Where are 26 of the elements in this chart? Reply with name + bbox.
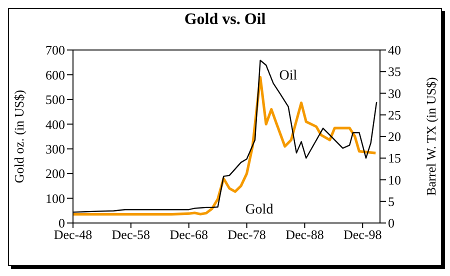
y2-tick-label: 5 [388,194,394,209]
x-tick-label: Dec-68 [170,227,208,242]
y2-tick-label: 20 [388,129,401,144]
y2-tick-label: 35 [388,64,401,80]
x-tick-label: Dec-88 [286,227,324,242]
series-label: Oil [279,68,298,84]
x-tick-label: Dec-78 [228,227,266,242]
x-tick-label: Dec-58 [112,227,150,242]
y-tick-label: 100 [46,190,65,206]
y-tick-label: 700 [46,42,65,58]
y-axis-title: Gold oz. (in US$) [12,90,27,184]
y2-tick-label: 0 [388,216,394,231]
chart-title: Gold vs. Oil [183,10,267,29]
series-label: Gold [245,202,274,218]
y-tick-label: 600 [46,67,65,82]
y-tick-label: 200 [46,166,65,182]
y2-tick-label: 25 [388,107,401,122]
y-tick-label: 300 [46,141,65,156]
y-tick-label: 400 [46,116,65,132]
y2-tick-label: 10 [388,172,401,188]
y2-tick-label: 15 [388,150,401,166]
x-tick-label: Dec-98 [343,227,382,242]
y-tick-label: 500 [46,92,65,108]
y2-tick-label: 40 [388,42,401,58]
y2-axis-title: Barrel W. TX (in US$) [424,77,439,196]
y2-tick-label: 30 [388,86,401,101]
